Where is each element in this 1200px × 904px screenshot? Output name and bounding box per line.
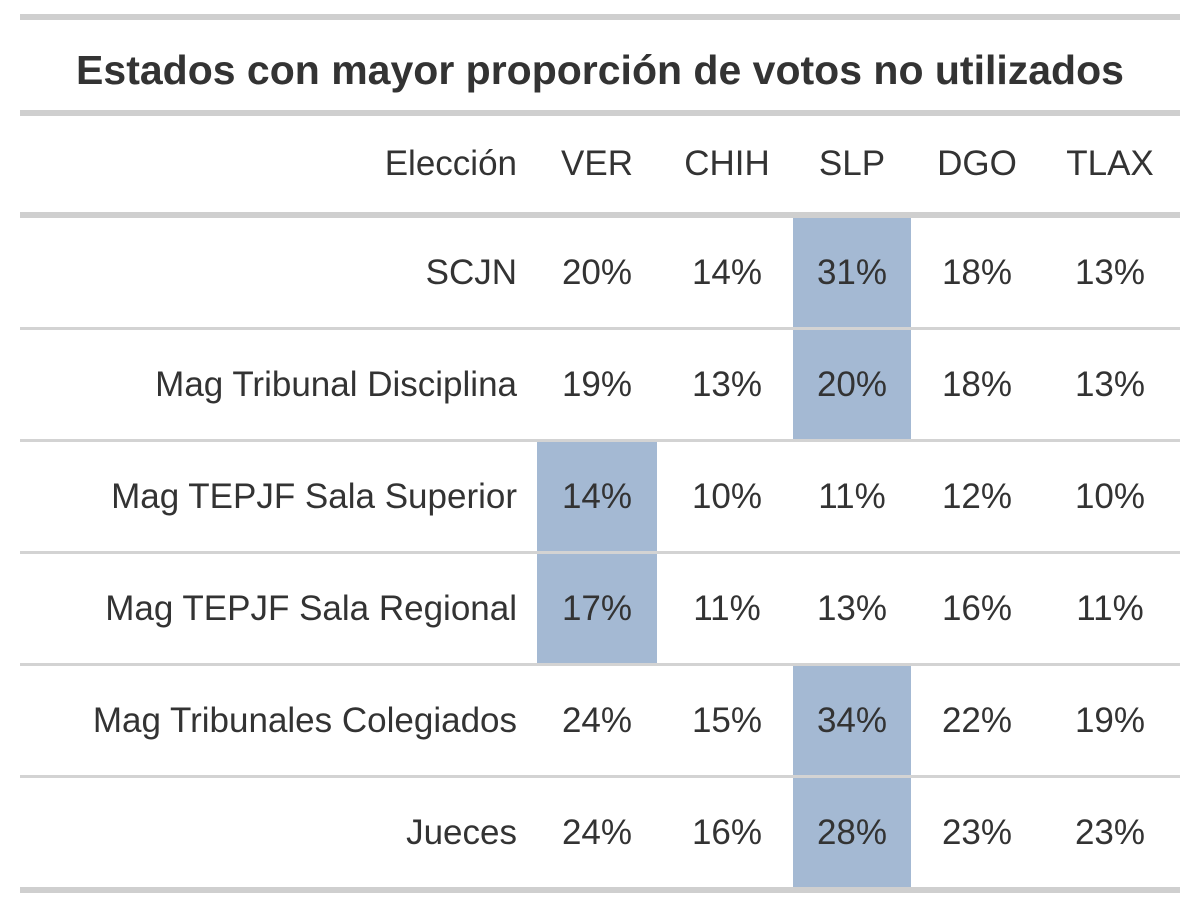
bottom-rule [20, 887, 1180, 893]
highlighted-value-cell: 28% [793, 778, 911, 887]
column-header-slp: SLP [818, 144, 886, 183]
title-rule [20, 110, 1180, 116]
highlighted-value-cell: 17% [537, 554, 657, 663]
value-cell: 20% [561, 252, 633, 292]
value-cell: 22% [941, 700, 1013, 740]
value-cell: 19% [561, 364, 633, 404]
top-rule [20, 14, 1180, 20]
highlighted-value-cell: 14% [537, 442, 657, 551]
value-cell: 14% [691, 252, 763, 292]
row-label: Mag Tribunal Disciplina [155, 364, 517, 404]
data-table: Estados con mayor proporción de votos no… [20, 14, 1180, 893]
value-cell: 24% [561, 812, 633, 852]
table-row: Mag TEPJF Sala Superior 14% 10% 11% 12% 10% [20, 442, 1180, 551]
value-cell: 13% [691, 364, 763, 404]
row-label: Mag TEPJF Sala Superior [111, 476, 517, 516]
table-row: Mag Tribunales Colegiados 24% 15% 34% 22% 19% [20, 666, 1180, 775]
column-header-eleccion: Elección [384, 144, 517, 183]
table-title: Estados con mayor proporción de votos no… [76, 47, 1124, 93]
value-cell: 23% [1074, 812, 1146, 852]
value-cell: 19% [1074, 700, 1146, 740]
table-row: Jueces 24% 16% 28% 23% 23% [20, 778, 1180, 887]
value-cell: 10% [1074, 476, 1146, 516]
highlighted-value-cell: 20% [793, 330, 911, 439]
value-cell: 11% [1076, 588, 1144, 628]
table-row: Mag Tribunal Disciplina 19% 13% 20% 18% 13% [20, 330, 1180, 439]
row-separator [20, 439, 1180, 442]
value-cell: 18% [941, 364, 1013, 404]
row-separator [20, 551, 1180, 554]
row-label: Mag Tribunales Colegiados [92, 700, 517, 740]
value-cell: 16% [941, 588, 1013, 628]
row-label: Mag TEPJF Sala Regional [105, 588, 517, 628]
value-cell: 23% [941, 812, 1013, 852]
column-header-ver: VER [561, 144, 633, 183]
column-header-dgo: DGO [937, 144, 1017, 183]
value-cell: 13% [816, 588, 888, 628]
row-separator [20, 327, 1180, 330]
header-row: Elección VER CHIH SLP DGO TLAX [20, 116, 1180, 212]
value-cell: 24% [561, 700, 633, 740]
value-cell: 11% [693, 588, 761, 628]
value-cell: 18% [941, 252, 1013, 292]
highlighted-value-cell: 31% [793, 218, 911, 327]
row-separator [20, 775, 1180, 778]
value-cell: 13% [1074, 364, 1146, 404]
header-rule [20, 212, 1180, 218]
row-label: Jueces [406, 812, 517, 852]
value-cell: 10% [691, 476, 763, 516]
column-header-chih: CHIH [684, 144, 770, 183]
value-cell: 11% [818, 476, 886, 516]
row-label: SCJN [425, 252, 517, 292]
highlighted-value-cell: 34% [793, 666, 911, 775]
table-row: SCJN 20% 14% 31% 18% 13% [20, 218, 1180, 327]
value-cell: 15% [691, 700, 763, 740]
column-header-tlax: TLAX [1066, 144, 1154, 183]
value-cell: 12% [941, 476, 1013, 516]
table-row: Mag TEPJF Sala Regional 17% 11% 13% 16% 11% [20, 554, 1180, 663]
value-cell: 16% [691, 812, 763, 852]
row-separator [20, 663, 1180, 666]
value-cell: 13% [1074, 252, 1146, 292]
table-body: SCJN 20% 14% 31% 18% 13% Mag Tribunal Discipli… [20, 218, 1180, 887]
